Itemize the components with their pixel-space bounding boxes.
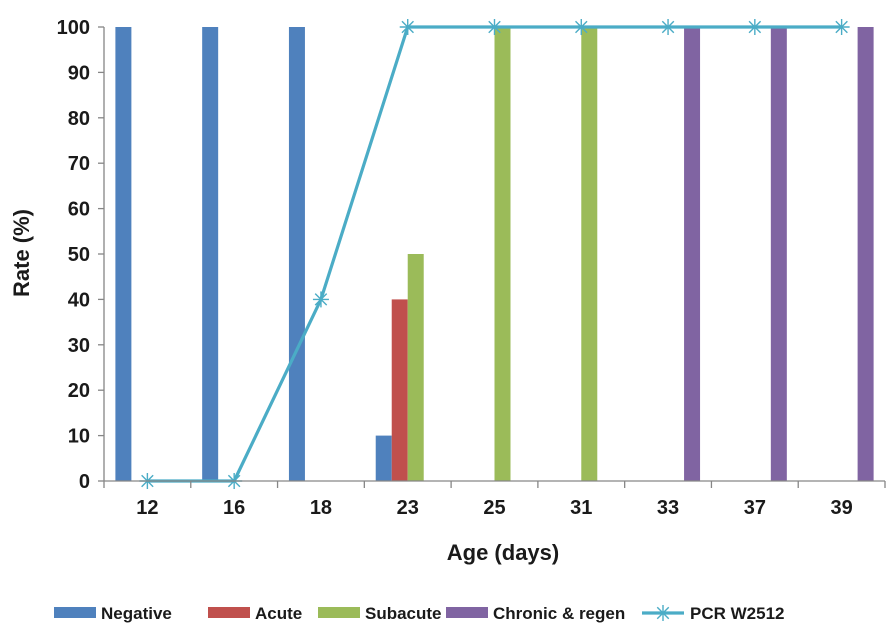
- legend-swatch: [54, 607, 96, 618]
- legend-swatch: [318, 607, 360, 618]
- pcr-marker-25: [486, 19, 503, 35]
- legend-label: Negative: [101, 604, 172, 623]
- legend-item-acute: Acute: [208, 604, 302, 623]
- bar-acute-23: [391, 299, 408, 481]
- y-tick-label: 50: [68, 244, 90, 266]
- bar-subacute-25: [494, 27, 511, 481]
- legend-item-subacute: Subacute: [318, 604, 442, 623]
- y-axis-title: Rate (%): [9, 209, 34, 297]
- legend-label: Subacute: [365, 604, 442, 623]
- bar-chronic-regen-39: [857, 27, 874, 481]
- legend: Negative Acute Subacute Chronic & regen PCR …: [54, 604, 784, 623]
- y-tick-label: 20: [68, 380, 90, 402]
- y-tick-label: 30: [68, 335, 90, 357]
- x-tick-label: 12: [136, 497, 158, 519]
- x-axis-title: Age (days): [447, 540, 559, 565]
- pcr-line-group: [139, 19, 850, 489]
- pcr-marker-39: [833, 19, 850, 35]
- y-tick-label: 60: [68, 199, 90, 221]
- x-tick-label: 33: [657, 497, 679, 519]
- y-tick-label: 70: [68, 153, 90, 175]
- bar-chronic-regen-37: [770, 27, 787, 481]
- pcr-marker-18: [312, 291, 329, 308]
- legend-item-negative: Negative: [54, 604, 172, 623]
- y-tick-label: 40: [68, 289, 90, 311]
- legend-label: PCR W2512: [690, 604, 784, 623]
- bar-negative-18: [288, 27, 305, 481]
- legend-label: Acute: [255, 604, 302, 623]
- bar-chronic-regen-33: [684, 27, 701, 481]
- x-tick-label: 37: [744, 497, 766, 519]
- pcr-marker-31: [573, 19, 590, 35]
- x-tick-label: 23: [397, 497, 419, 519]
- y-tick-label: 10: [68, 426, 90, 448]
- x-tick-label: 18: [310, 497, 332, 519]
- bars-group: [115, 27, 874, 481]
- y-tick-label: 90: [68, 62, 90, 84]
- legend-label: Chronic & regen: [493, 604, 625, 623]
- x-tick-label: 31: [570, 497, 592, 519]
- x-tick-label: 16: [223, 497, 245, 519]
- bar-subacute-31: [581, 27, 598, 481]
- bar-negative-16: [202, 27, 219, 481]
- pcr-marker-37: [746, 19, 763, 35]
- y-tick-label: 80: [68, 108, 90, 130]
- legend-item-pcr-w2512: PCR W2512: [642, 604, 784, 623]
- axes-group: 0 10 20 30 40 50 60 70 80 90 100 12 16 18 23 25 31 33 37 39: [57, 17, 886, 519]
- legend-swatch: [208, 607, 250, 618]
- bar-subacute-23: [407, 254, 424, 481]
- legend-asterisk-icon: [655, 605, 671, 621]
- legend-item-chronic-regen: Chronic & regen: [446, 604, 625, 623]
- legend-swatch: [446, 607, 488, 618]
- bar-negative-23: [375, 435, 392, 481]
- pcr-marker-23: [399, 19, 416, 35]
- y-tick-label: 0: [79, 471, 90, 493]
- x-tick-label: 39: [830, 497, 852, 519]
- pcr-marker-33: [660, 19, 677, 35]
- bar-negative-12: [115, 27, 132, 481]
- y-tick-label: 100: [57, 17, 90, 39]
- x-tick-label: 25: [483, 497, 505, 519]
